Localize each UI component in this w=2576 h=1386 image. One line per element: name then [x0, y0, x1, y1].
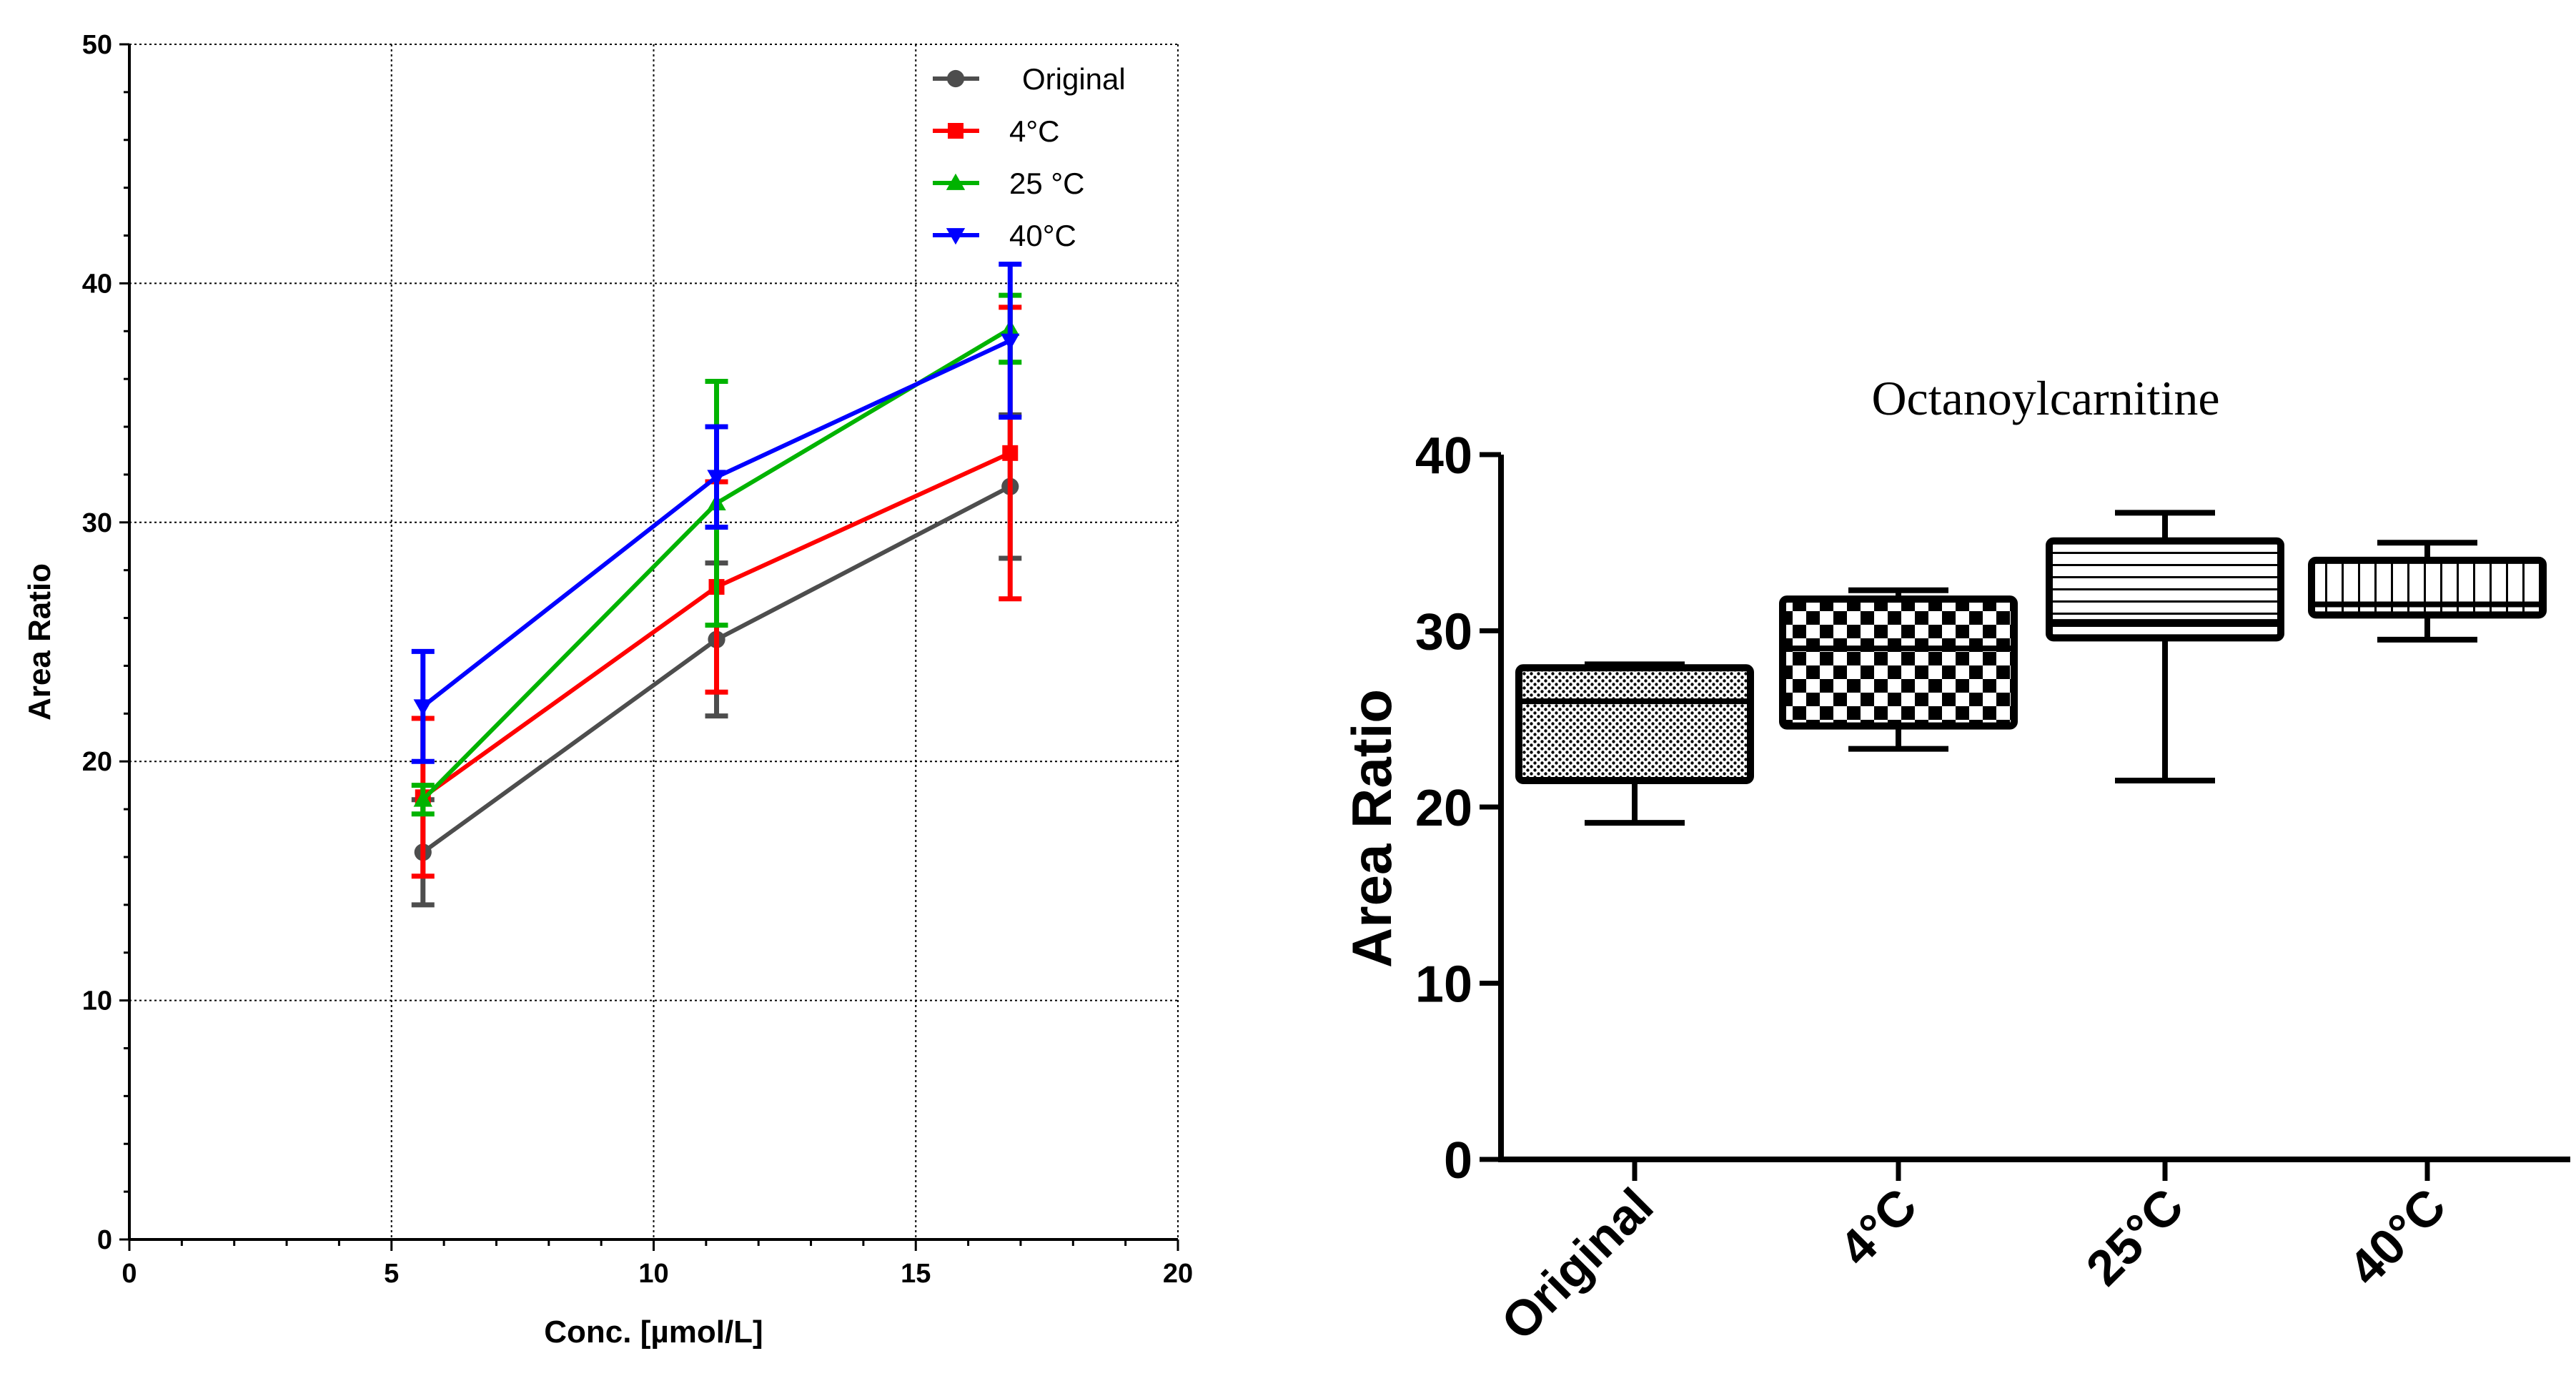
box-4c [1779, 587, 2018, 752]
y-tick-label: 40 [1415, 427, 1472, 485]
y-tick-label: 30 [82, 508, 112, 538]
box-original [1515, 661, 1754, 826]
x-tick-label: 25°C [2076, 1177, 2194, 1296]
legend-label: 40°C [1009, 219, 1076, 252]
y-tick-label: 30 [1415, 604, 1472, 661]
y-tick-label: 0 [97, 1225, 112, 1255]
x-tick-label: 20 [1163, 1259, 1193, 1289]
x-tick-label: 40°C [2338, 1177, 2457, 1296]
y-tick-label: 10 [1415, 956, 1472, 1014]
iqr-box [2046, 537, 2284, 642]
y-axis-title: Area Ratio [1340, 689, 1403, 968]
chart-title: Octanoylcarnitine [1871, 371, 2219, 425]
y-tick-label: 40 [82, 269, 112, 299]
data-point [1001, 333, 1020, 350]
box-chart: Octanoylcarnitine 0 10 20 30 40 Area Ratio Orig… [1340, 371, 2570, 1351]
x-tick-label: 5 [384, 1259, 399, 1289]
legend-marker [946, 173, 966, 190]
iqr-box [2308, 556, 2547, 619]
x-tick-label: 10 [638, 1259, 668, 1289]
legend-marker [946, 69, 965, 88]
y-tick-label: 10 [82, 986, 112, 1016]
data-point [707, 470, 726, 487]
legend: Original 4°C 25 °C 40°C [933, 62, 1126, 252]
x-tick-label: 4°C [1828, 1177, 1927, 1276]
data-point [413, 790, 432, 807]
line-chart: 0 10 20 30 40 50 0 5 10 15 20 Conc. [µmol/L] Area Ra… [22, 30, 1193, 1350]
data-point [413, 699, 432, 716]
y-tick-label: 20 [1415, 780, 1472, 837]
iqr-box [1779, 595, 2018, 730]
x-tick-label: 15 [901, 1259, 931, 1289]
legend-label: 4°C [1009, 114, 1060, 148]
y-axis-title: Area Ratio [22, 563, 57, 721]
box-25c [2046, 510, 2284, 784]
series-25c [411, 292, 1022, 817]
box-40c [2308, 540, 2547, 643]
legend-label: Original [1022, 62, 1126, 96]
legend-marker [948, 123, 963, 139]
x-axis-title: Conc. [µmol/L] [544, 1315, 763, 1350]
x-tick-label: Original [1490, 1177, 1663, 1350]
x-tick-label: 0 [122, 1259, 137, 1289]
data-point [1002, 445, 1019, 461]
series-40c [411, 262, 1022, 764]
y-tick-label: 20 [82, 747, 112, 777]
y-tick-label: 50 [82, 30, 112, 60]
legend-marker [946, 228, 966, 245]
iqr-box [1515, 664, 1754, 785]
y-tick-label: 0 [1444, 1132, 1472, 1189]
legend-label: 25 °C [1009, 167, 1085, 200]
